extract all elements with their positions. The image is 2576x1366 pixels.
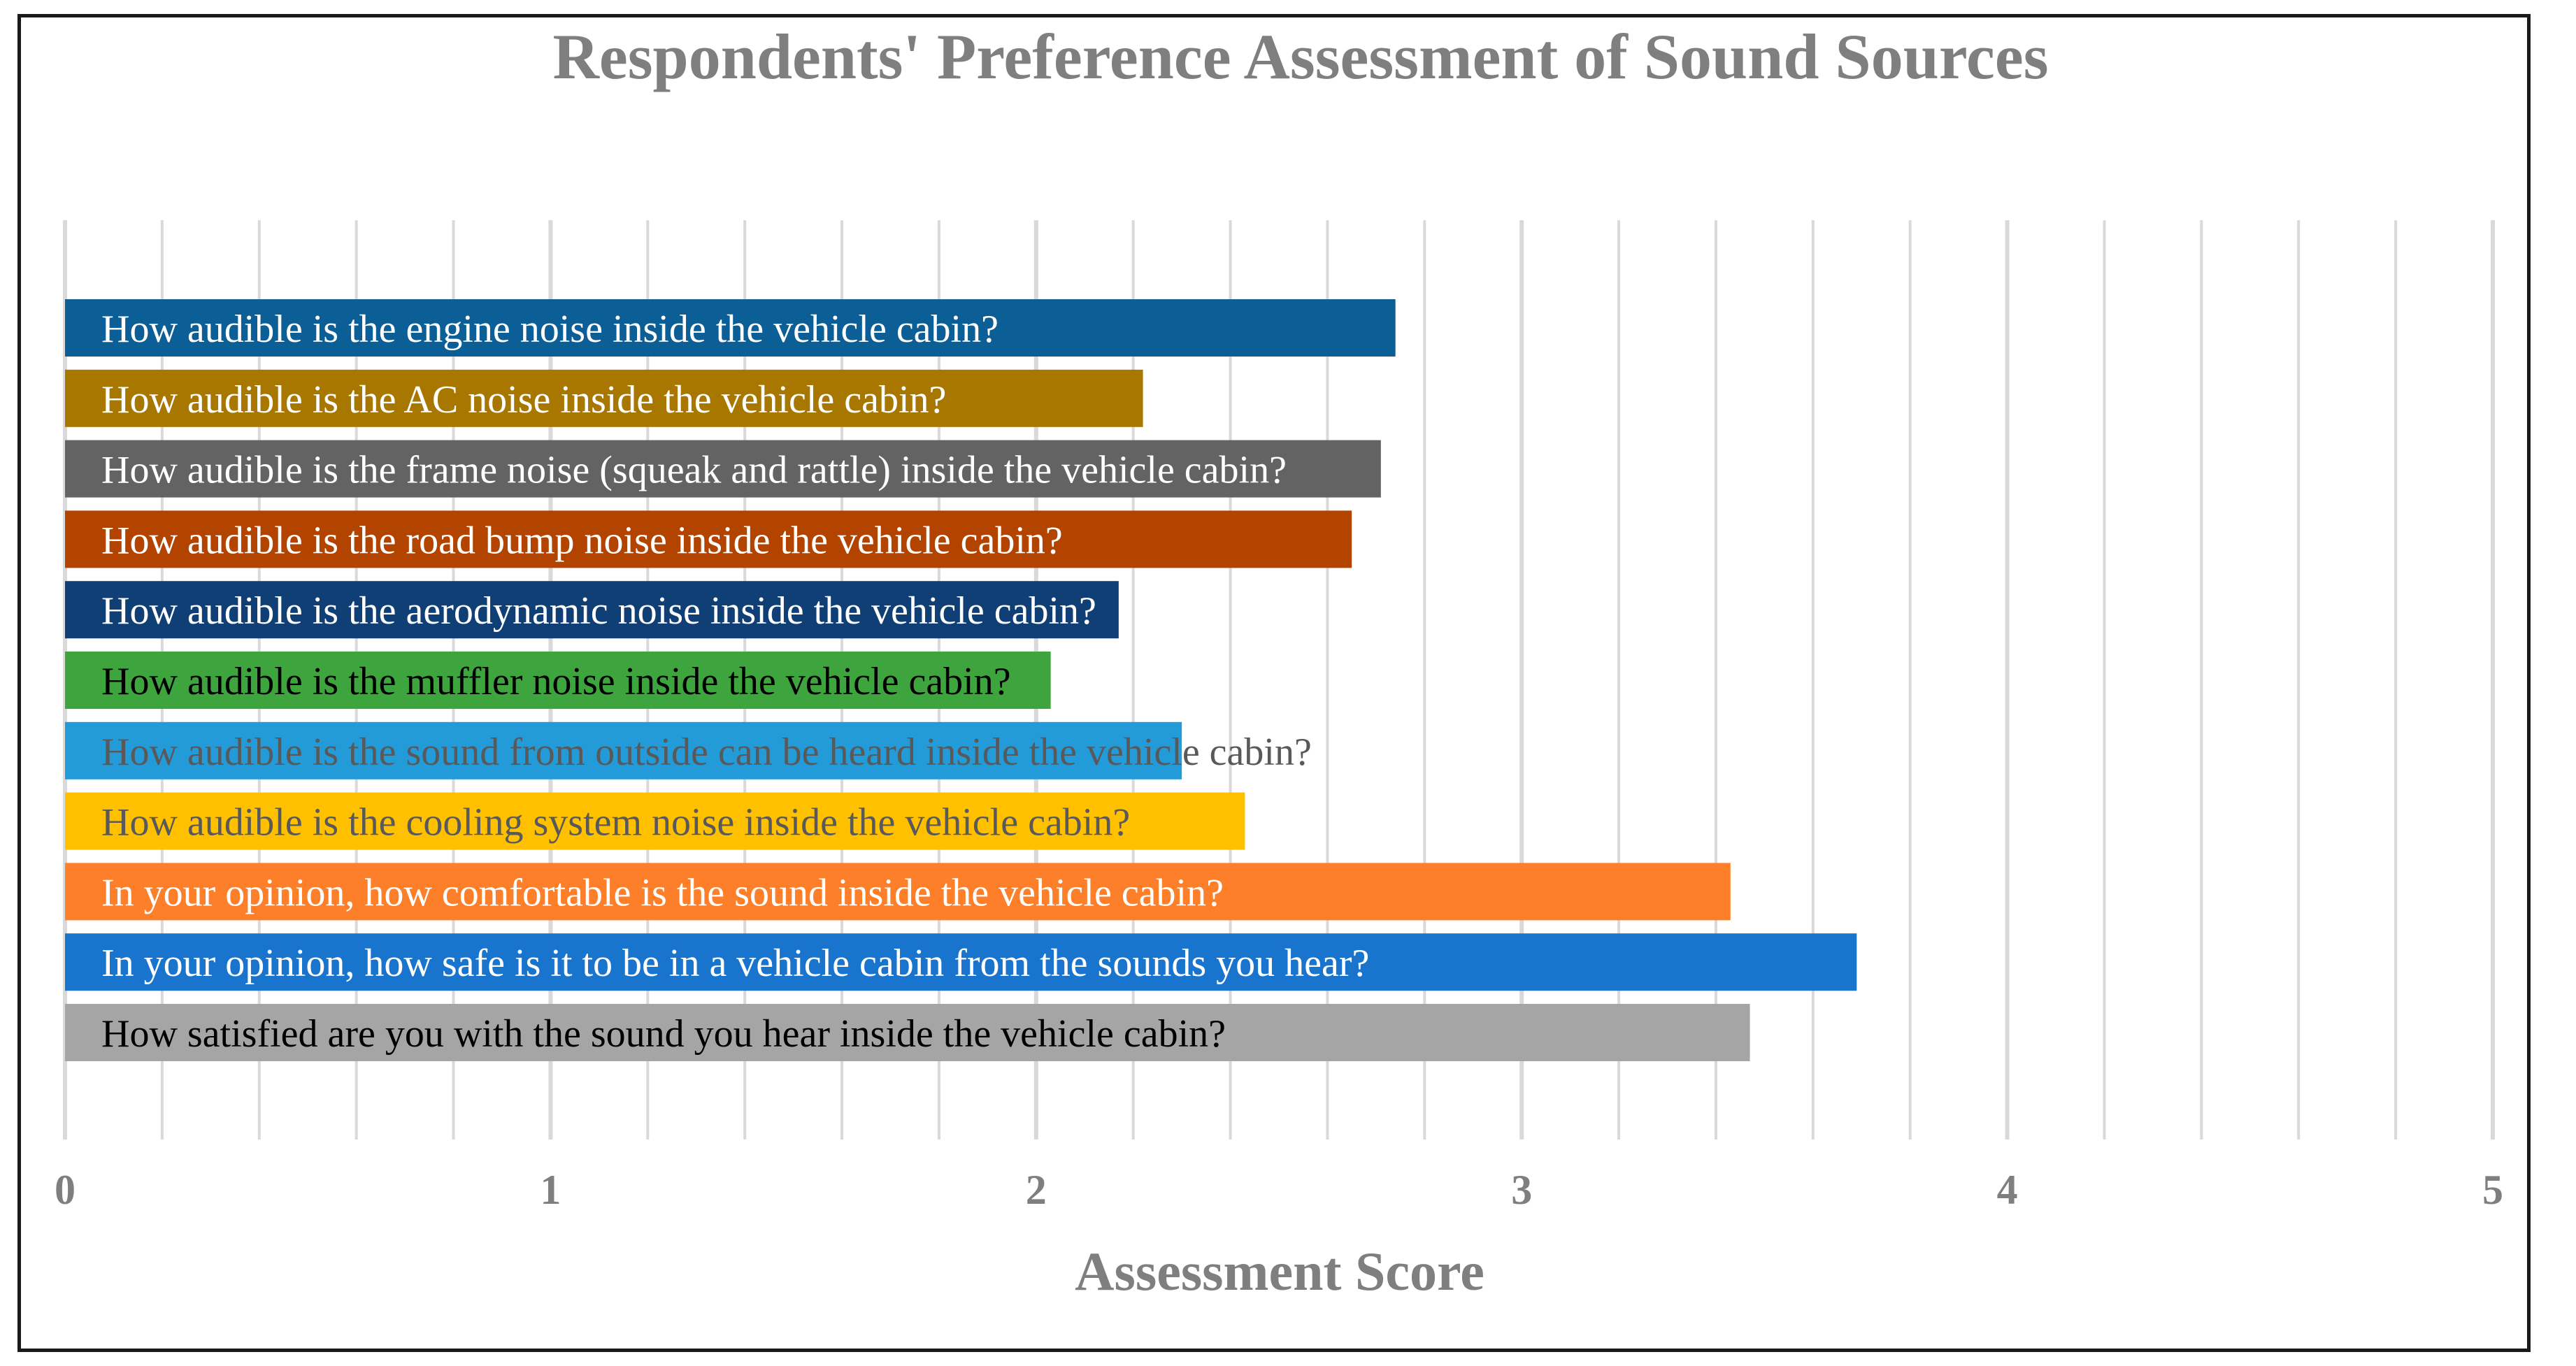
x-tick-label: 4 bbox=[1997, 1167, 2018, 1213]
bar bbox=[65, 792, 1245, 850]
bar bbox=[65, 581, 1119, 639]
category-label: In your opinion, how safe is it to be in… bbox=[101, 942, 1369, 985]
category-label: How audible is the sound from outside ca… bbox=[101, 731, 1312, 774]
bar bbox=[65, 652, 1051, 709]
category-label: In your opinion, how comfortable is the … bbox=[101, 871, 1224, 914]
bar bbox=[65, 440, 1381, 498]
category-label: How audible is the AC noise inside the v… bbox=[101, 378, 946, 422]
bar bbox=[65, 1004, 1750, 1061]
category-label: How audible is the engine noise inside t… bbox=[101, 308, 999, 351]
chart-title: Respondents' Preference Assessment of So… bbox=[552, 21, 2048, 92]
bars bbox=[65, 299, 1857, 1061]
x-tick-label: 2 bbox=[1026, 1167, 1047, 1213]
category-label: How audible is the aerodynamic noise ins… bbox=[101, 589, 1096, 633]
category-label: How satisfied are you with the sound you… bbox=[101, 1012, 1226, 1056]
bar bbox=[65, 721, 1182, 779]
bar bbox=[65, 299, 1396, 357]
x-axis-title: Assessment Score bbox=[1075, 1241, 1484, 1302]
bar bbox=[65, 510, 1352, 568]
x-tick-label: 5 bbox=[2482, 1167, 2503, 1213]
category-label: How audible is the muffler noise inside … bbox=[101, 660, 1011, 703]
category-label: How audible is the road bump noise insid… bbox=[101, 519, 1063, 562]
bar bbox=[65, 369, 1143, 427]
x-axis-ticks: 0 1 2 3 4 5 bbox=[55, 1167, 2503, 1213]
x-tick-label: 0 bbox=[55, 1167, 76, 1213]
category-label: How audible is the frame noise (squeak a… bbox=[101, 449, 1287, 492]
category-labels: How audible is the engine noise inside t… bbox=[101, 308, 1369, 1056]
x-tick-label: 3 bbox=[1511, 1167, 1532, 1213]
bar bbox=[65, 863, 1731, 921]
category-label: How audible is the cooling system noise … bbox=[101, 801, 1130, 844]
bar bbox=[65, 933, 1857, 991]
x-tick-label: 1 bbox=[540, 1167, 561, 1213]
